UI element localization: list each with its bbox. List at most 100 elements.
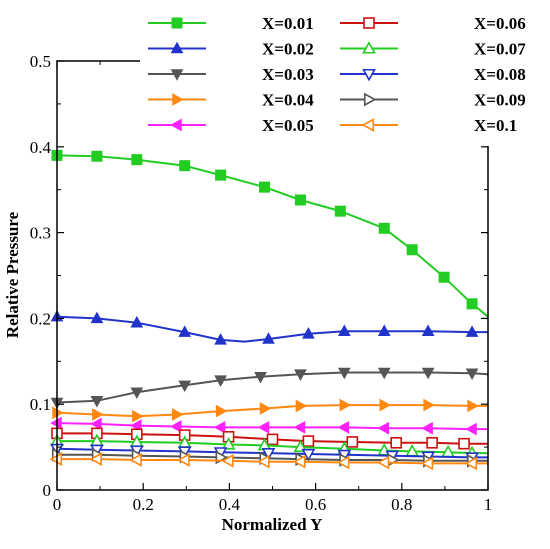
series-x-0-04-point <box>467 399 479 413</box>
series-x-0-04-line <box>56 404 488 418</box>
series-x-0-03-point <box>178 380 192 393</box>
series-x-0-01-point <box>378 222 390 234</box>
series-x-0-03-point <box>90 396 104 408</box>
series-x-0-03-point <box>465 368 479 381</box>
legend-entry-x-0-09-label: X=0.09 <box>474 91 526 110</box>
legend-entry-x-0-1-marker <box>361 118 375 132</box>
y-tick-label: 0.5 <box>30 52 51 71</box>
series-x-0-06-point <box>426 437 438 449</box>
series-x-0-03-line <box>56 371 489 404</box>
series-x-0-05-point <box>257 421 270 434</box>
series-x-0-07-point <box>221 437 236 450</box>
series-x-0-02-point <box>338 324 351 337</box>
series-x-0-1-point <box>336 455 350 470</box>
legend-entry-x-0-03-marker <box>170 69 184 81</box>
series-x-0-02-point <box>178 325 192 337</box>
series-x-0-1-point <box>177 453 190 467</box>
y-tick-label: 0.4 <box>30 138 52 157</box>
series-x-0-01-line <box>56 154 489 318</box>
legend-entry-x-0-1-label: X=0.1 <box>474 116 517 135</box>
series-x-0-1-point <box>89 452 102 466</box>
series-x-0-01-point <box>259 181 271 193</box>
series-x-0-01-point <box>215 169 227 181</box>
series-x-0-05 <box>50 416 488 436</box>
series-x-0-03-point <box>338 367 351 380</box>
legend-entry-x-0-01: X=0.01 <box>148 14 314 33</box>
series-x-0-06-point <box>390 437 402 449</box>
y-axis-title: Relative Pressure <box>3 211 22 338</box>
series-x-0-02-point <box>377 324 391 337</box>
x-axis-title: Normalized Y <box>222 515 323 534</box>
legend: X=0.01 X=0.02 X=0.03 X=0.04 X=0.05 X=0.06 X=0.… <box>140 6 548 146</box>
axis-ticks: 0 0.2 0.4 0.6 0.8 1 0 0.1 0.2 0.3 0.4 0.5 <box>30 52 493 514</box>
series-x-0-07 <box>50 433 488 459</box>
series-x-0-03 <box>50 367 489 410</box>
series-x-0-06-point <box>266 433 279 446</box>
series-x-0-1-point <box>293 454 306 469</box>
x-tick-label: 0.4 <box>219 495 241 514</box>
series-x-0-04-point <box>339 398 352 412</box>
series-x-0-07-point <box>293 439 308 453</box>
series-x-0-1-point <box>464 456 478 471</box>
series-x-0-05-point <box>130 419 142 432</box>
series-x-0-02-point <box>130 315 144 328</box>
legend-entry-x-0-04-label: X=0.04 <box>262 91 314 110</box>
series-layer <box>49 149 489 471</box>
series-x-0-02-point <box>214 333 227 345</box>
legend-entry-x-0-03-label: X=0.03 <box>262 65 314 84</box>
series-x-0-01 <box>51 149 489 318</box>
series-x-0-1-point <box>129 453 142 467</box>
series-x-0-05-point <box>213 421 226 434</box>
legend-entry-x-0-01-label: X=0.01 <box>262 14 314 33</box>
series-x-0-06-point <box>346 436 359 448</box>
legend-entry-x-0-04: X=0.04 <box>148 91 314 110</box>
series-x-0-04-point <box>215 404 228 418</box>
legend-entry-x-0-05-marker <box>170 118 182 132</box>
series-x-0-05-line <box>56 422 488 431</box>
series-x-0-06-point <box>458 437 470 450</box>
legend-entry-x-0-09: X=0.09 <box>340 91 526 110</box>
y-tick-label: 0.1 <box>30 395 51 414</box>
series-x-0-05-point <box>90 417 102 431</box>
series-x-0-04-point <box>132 409 144 423</box>
legend-entry-x-0-07-label: X=0.07 <box>474 40 526 59</box>
legend-entry-x-0-05: X=0.05 <box>148 116 314 135</box>
legend-entry-x-0-09-marker <box>363 92 377 107</box>
legend-entry-x-0-08-label: X=0.08 <box>474 65 526 84</box>
series-x-0-08-point <box>301 448 316 462</box>
legend-entry-x-0-06-label: X=0.06 <box>474 14 526 33</box>
legend-entry-x-0-02-marker <box>170 41 184 54</box>
x-tick-label: 0.8 <box>391 495 412 514</box>
series-x-0-03-point <box>254 371 267 384</box>
series-x-0-03-point <box>294 369 307 381</box>
series-x-0-04-point <box>295 399 308 413</box>
series-x-0-05-point <box>293 421 306 434</box>
legend-entry-x-0-02: X=0.02 <box>148 40 314 59</box>
series-x-0-01-point <box>438 271 450 283</box>
legend-entry-x-0-1: X=0.1 <box>340 116 517 135</box>
legend-entry-x-0-06: X=0.06 <box>340 14 526 33</box>
x-tick-label: 0.2 <box>133 495 154 514</box>
series-x-0-05-point <box>169 420 182 433</box>
legend-entry-x-0-08: X=0.08 <box>340 65 526 84</box>
series-x-0-01-point <box>131 154 143 166</box>
x-tick-label: 0.6 <box>305 495 326 514</box>
y-tick-label: 0 <box>43 481 52 500</box>
series-x-0-02-point <box>90 311 104 324</box>
series-x-0-03-point <box>377 367 391 380</box>
series-x-0-01-point <box>466 298 478 310</box>
series-x-0-06-point <box>302 435 315 447</box>
series-x-0-05-point <box>337 421 350 434</box>
legend-background <box>140 6 548 146</box>
series-x-0-03-point <box>214 375 227 387</box>
series-x-0-04-point <box>423 398 435 412</box>
series-x-0-04-point <box>92 408 104 421</box>
legend-entry-x-0-05-label: X=0.05 <box>262 116 314 135</box>
series-x-0-1 <box>49 452 488 471</box>
series-x-0-1-point <box>257 454 270 469</box>
series-x-0-08-line <box>56 447 488 459</box>
series-x-0-01-point <box>179 160 191 172</box>
series-x-0-01-point <box>91 150 103 162</box>
legend-entry-x-0-03: X=0.03 <box>148 65 314 84</box>
